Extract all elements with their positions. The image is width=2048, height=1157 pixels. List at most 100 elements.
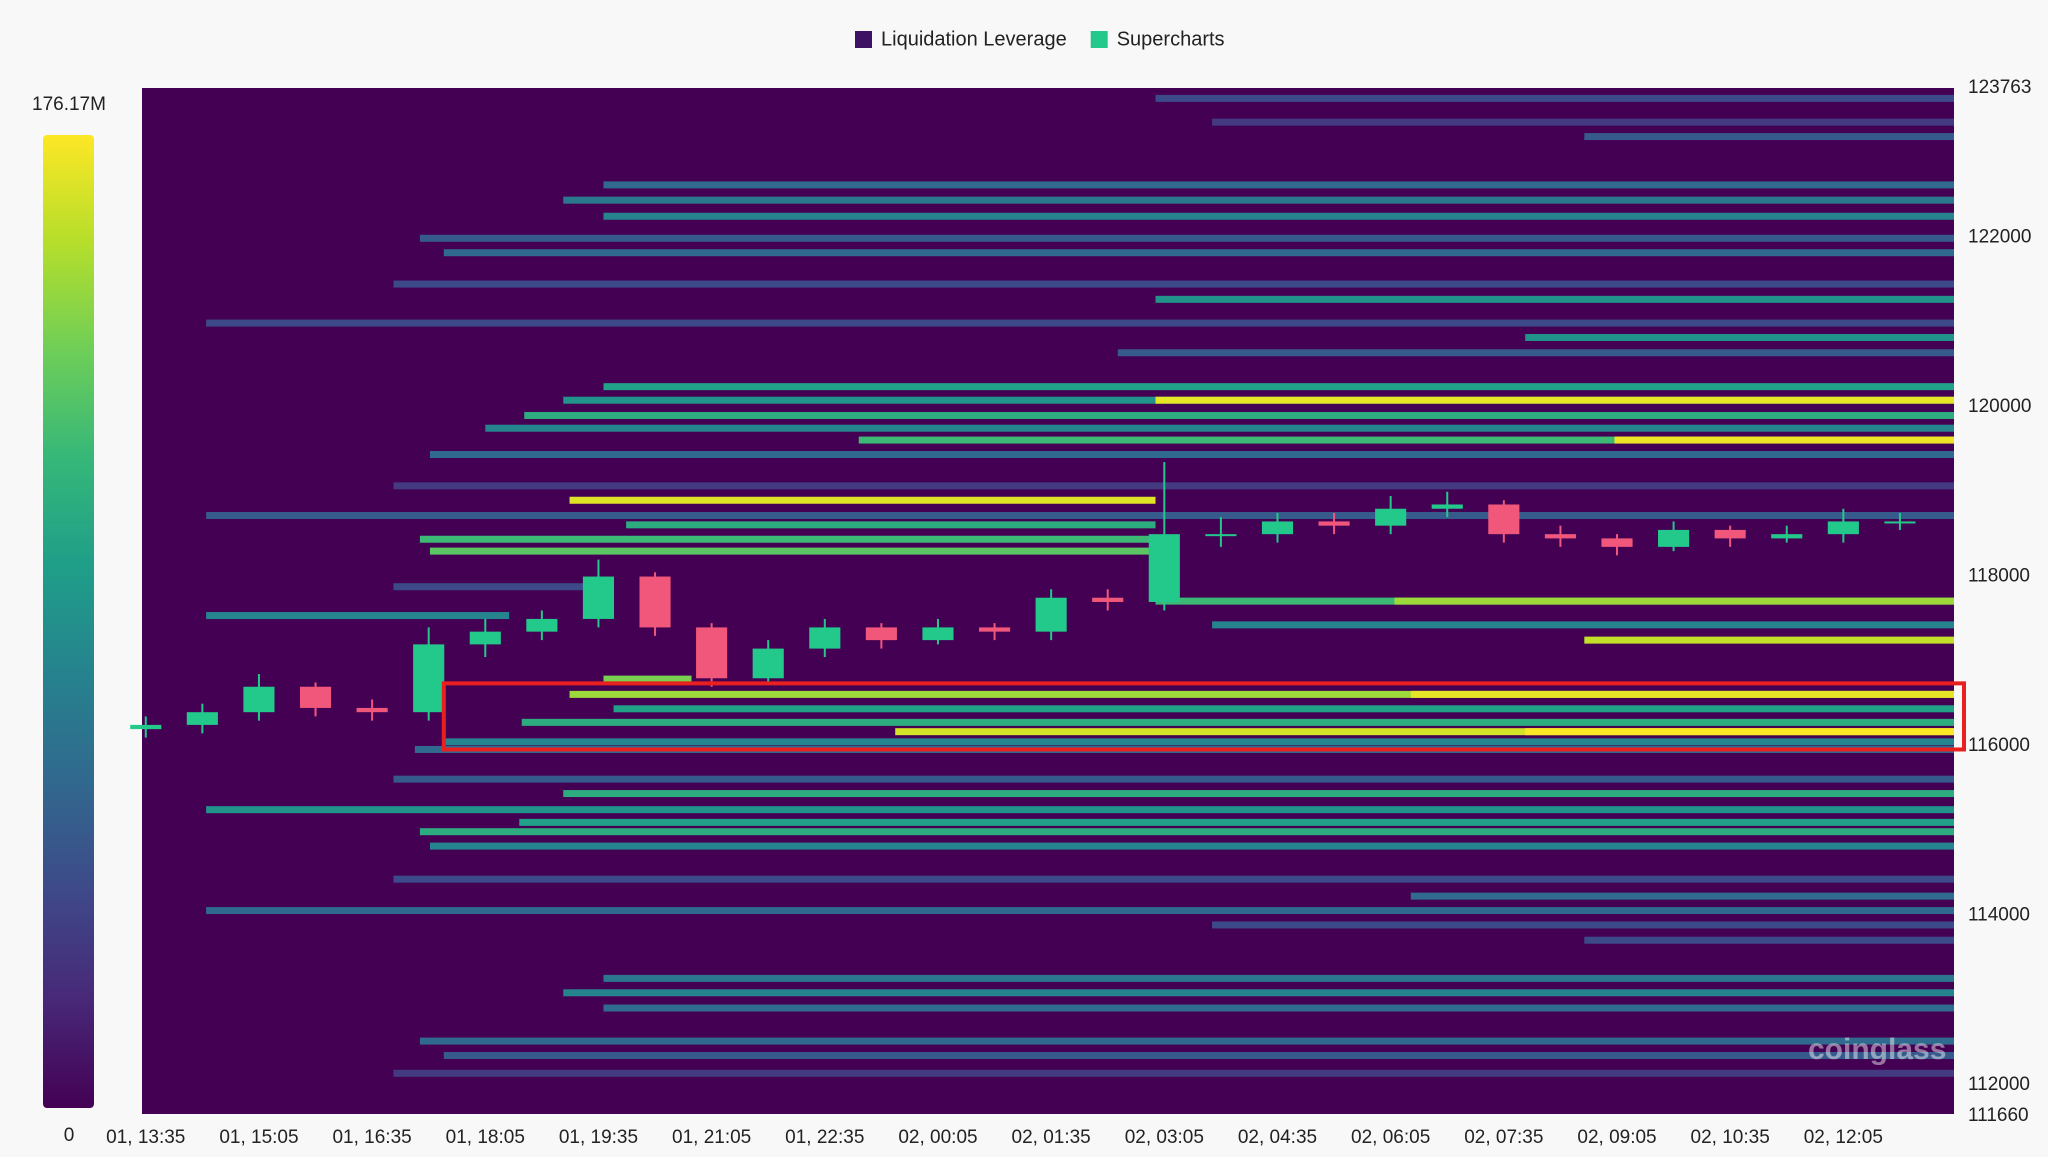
y-tick-label: 120000 [1968, 396, 2031, 417]
heat-band [603, 212, 1955, 220]
candle-body [1035, 597, 1067, 632]
candle-body [1658, 529, 1690, 547]
heat-band [419, 828, 1954, 836]
heat-band [393, 280, 1955, 288]
candle-body [526, 618, 558, 632]
candle-body [413, 644, 445, 713]
heat-band [1410, 690, 1954, 698]
x-tick-label: 01, 15:05 [219, 1127, 298, 1148]
legend-swatch [1090, 31, 1108, 48]
heat-band [569, 690, 1955, 698]
heat-band [1155, 94, 1954, 102]
heat-band [206, 907, 1954, 915]
x-tick-label: 01, 22:35 [785, 1127, 864, 1148]
heat-band [1410, 892, 1954, 900]
x-tick-label: 01, 18:05 [446, 1127, 525, 1148]
heat-band [443, 249, 1955, 257]
candle-body [809, 627, 841, 649]
candle-body [299, 686, 332, 708]
x-tick-label: 02, 09:05 [1577, 1127, 1656, 1148]
x-tick-label: 02, 10:35 [1691, 1127, 1770, 1148]
candle-body [469, 631, 501, 645]
heat-band [206, 612, 510, 620]
candle-body [978, 627, 1011, 632]
candle-body [130, 724, 162, 730]
candle-body [1827, 521, 1859, 535]
highlight-box [441, 681, 1967, 752]
heat-band [206, 512, 1954, 520]
heat-band [563, 790, 1954, 798]
candle-body [1318, 521, 1350, 526]
candle-body [1488, 504, 1520, 535]
heat-band [563, 196, 1954, 204]
x-tick-label: 01, 19:35 [559, 1127, 638, 1148]
y-tick-label: 112000 [1968, 1074, 2030, 1095]
heat-band [1614, 436, 1954, 444]
heat-band [858, 436, 1955, 444]
heat-band [1394, 597, 1954, 605]
heat-band [1525, 728, 1954, 736]
y-tick-label: 114000 [1968, 905, 2030, 926]
heat-band [1212, 921, 1954, 929]
y-tick-label: 116000 [1968, 735, 2030, 756]
heat-band [419, 535, 1156, 543]
candle-body [639, 576, 671, 628]
heat-band [429, 547, 1156, 555]
candle-body [752, 648, 784, 679]
heat-band [419, 234, 1954, 242]
candle-body [1375, 508, 1407, 526]
heat-band [393, 775, 1955, 783]
heat-band [626, 521, 1156, 529]
heat-band [1212, 621, 1954, 629]
heat-band [563, 989, 1954, 997]
candle-body [243, 686, 275, 713]
x-tick-label: 02, 04:35 [1238, 1127, 1317, 1148]
candle-body [1601, 538, 1633, 547]
heat-band [429, 450, 1954, 458]
candle-body [582, 576, 615, 619]
heat-band [569, 496, 1156, 504]
heat-band [1212, 118, 1954, 126]
heat-band [1117, 349, 1954, 357]
heat-band [895, 728, 1954, 736]
heat-band [613, 705, 1954, 713]
x-tick-label: 02, 01:35 [1012, 1127, 1091, 1148]
y-tick-label: 118000 [1968, 566, 2030, 587]
heat-band [443, 738, 1955, 746]
heat-band [429, 842, 1954, 850]
heat-band [206, 319, 1954, 327]
color-bar-label: 176.17M [32, 94, 106, 115]
heat-band [1155, 396, 1954, 404]
candle-body [1544, 534, 1576, 539]
heat-band [603, 1004, 1955, 1012]
candle-body [865, 627, 897, 641]
heat-band [603, 675, 692, 683]
heat-band [393, 482, 1955, 490]
heat-band [603, 181, 1955, 189]
candle-body [1148, 534, 1180, 602]
heat-band [521, 718, 1954, 726]
heat-band [206, 806, 1954, 814]
y-tick-label: 123763 [1968, 77, 2031, 98]
x-tick-label: 01, 13:35 [106, 1127, 185, 1148]
x-tick-label: 02, 06:05 [1351, 1127, 1430, 1148]
y-tick-label: 122000 [1968, 226, 2031, 247]
x-tick-label: 02, 00:05 [898, 1127, 977, 1148]
candle-body [356, 707, 388, 713]
heat-band [1525, 333, 1954, 341]
x-tick-label: 01, 16:35 [332, 1127, 411, 1148]
y-tick-label: 111660 [1968, 1105, 2029, 1126]
heat-band [1584, 636, 1954, 644]
x-tick-label: 02, 12:05 [1804, 1127, 1883, 1148]
heat-band [1584, 936, 1954, 944]
heat-band [419, 1037, 1954, 1045]
candle-body [1092, 597, 1124, 602]
heat-band [519, 818, 1954, 826]
heat-band [603, 383, 1955, 391]
heat-band [1155, 295, 1954, 303]
heat-band [1584, 133, 1954, 141]
candle-body [1431, 504, 1463, 509]
x-tick-label: 01, 21:05 [672, 1127, 751, 1148]
candle-body [1205, 534, 1237, 537]
